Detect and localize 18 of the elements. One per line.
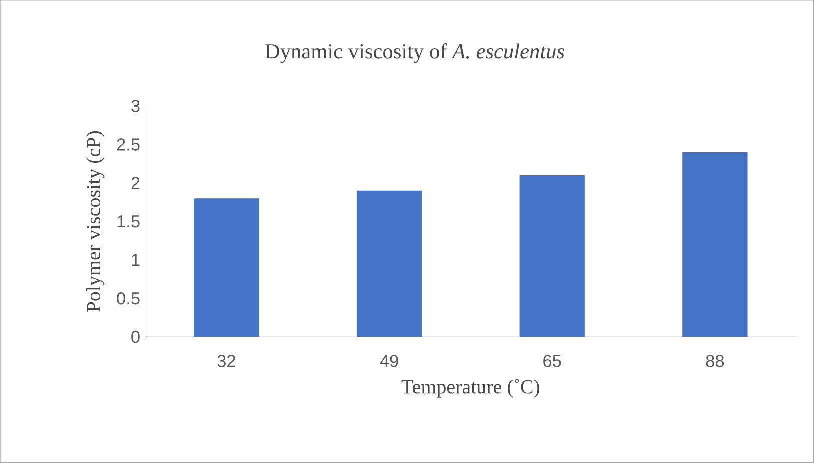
x-tick-label: 32 (218, 354, 236, 368)
bar (356, 190, 422, 337)
x-axis-title: Temperature (˚C) (402, 379, 540, 398)
y-tick-label: 1 (132, 254, 140, 266)
chart-title: Dynamic viscosity of A. esculentus (266, 43, 564, 63)
bar (520, 175, 585, 337)
y-tick-label: 2 (132, 177, 140, 190)
x-tick-label: 88 (706, 354, 724, 368)
y-tick-label: 0.5 (117, 292, 140, 305)
x-tick-label: 49 (380, 354, 398, 368)
y-axis-title: Polymer viscosity (cP) (86, 131, 105, 312)
bar (682, 152, 748, 337)
x-tick-label: 65 (544, 354, 562, 368)
bar (194, 198, 260, 337)
y-tick-label: 1.5 (118, 215, 140, 228)
y-tick-label: 2.5 (117, 138, 140, 151)
y-tick-label: 0 (132, 330, 140, 344)
y-tick-label: 3 (132, 100, 140, 112)
